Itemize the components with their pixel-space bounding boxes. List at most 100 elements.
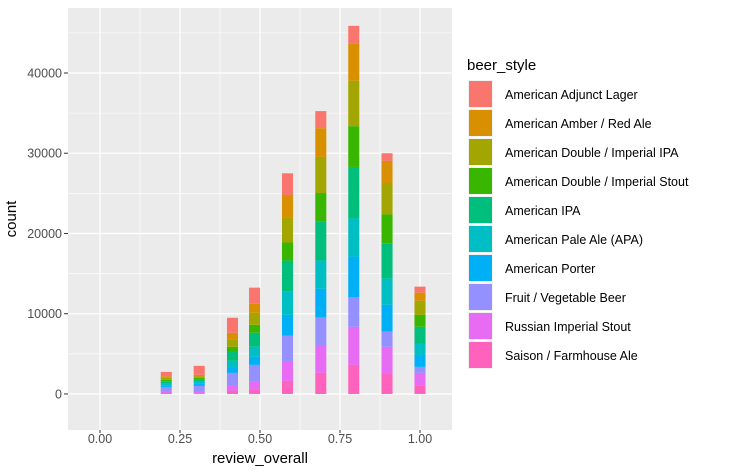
bar-segment-saison-farmhouse-ale [226,390,238,394]
bar-segment-american-double-imperial-ipa [381,182,393,215]
bar-segment-saison-farmhouse-ale [193,393,205,394]
bar-segment-american-pale-ale-apa- [160,383,172,386]
legend-label: American Porter [505,262,595,276]
x-axis: 0.00 0.25 0.50 0.75 1.00 [88,430,432,446]
bar-segment-american-porter [414,355,426,367]
bar-segment-american-adjunct-lager [315,111,327,129]
bar-segment-saison-farmhouse-ale [282,380,294,394]
legend-label: Russian Imperial Stout [505,320,631,334]
bar-segment-american-double-imperial-stout [249,324,261,333]
bar-segment-american-ipa [414,326,426,344]
bar-segment-fruit-vegetable-beer [414,366,426,373]
legend-key-swatch [469,313,492,339]
bar-segment-american-ipa [381,243,393,279]
y-axis-label: count [3,200,20,238]
bar-segment-american-porter [282,314,294,336]
bar-segment-american-adjunct-lager [414,286,426,293]
legend-key-swatch [469,284,492,310]
bar-segment-fruit-vegetable-beer [381,331,393,347]
legend-label: American Adjunct Lager [505,88,638,102]
bar-segment-american-pale-ale-apa- [226,360,238,368]
legend-label: Fruit / Vegetable Beer [505,291,626,305]
legend-key-swatch [469,139,492,165]
bar-segment-american-amber-red-ale [193,374,205,377]
legend-label: American Pale Ale (APA) [505,233,643,247]
bar-segment-american-double-imperial-ipa [249,312,261,325]
bar-segment-american-double-imperial-stout [315,193,327,222]
bar-segment-fruit-vegetable-beer [193,385,205,392]
legend-key-swatch [469,81,492,107]
bar-segment-american-pale-ale-apa- [249,346,261,357]
bar-segment-american-ipa [249,332,261,347]
bars [160,25,426,394]
bar-segment-american-porter [348,256,360,298]
bar-segment-russian-imperial-stout [282,361,294,381]
bar-segment-russian-imperial-stout [315,345,327,373]
bar-segment-american-adjunct-lager [160,371,172,377]
bar-segment-american-adjunct-lager [193,365,205,375]
bar-segment-american-double-imperial-stout [348,126,360,167]
bar-segment-american-pale-ale-apa- [381,278,393,305]
bar-segment-american-pale-ale-apa- [193,381,205,384]
legend-title: beer_style [467,57,536,74]
bar-segment-fruit-vegetable-beer [348,297,360,327]
legend-key-swatch [469,110,492,136]
bar-segment-american-ipa [160,381,172,384]
bar-segment-american-ipa [348,166,360,219]
bar-segment-american-ipa [282,260,294,292]
bar-segment-american-amber-red-ale [249,303,261,313]
x-tick-label: 1.00 [408,432,432,446]
bar-segment-saison-farmhouse-ale [381,373,393,394]
legend-label: American IPA [505,204,581,218]
bar-segment-american-ipa [315,221,327,261]
x-tick-label: 0.50 [248,432,272,446]
bar-segment-american-double-imperial-ipa [226,339,238,347]
bar-segment-american-double-imperial-ipa [315,156,327,194]
bar-segment-american-double-imperial-ipa [160,377,172,380]
y-tick-label: 10000 [27,307,62,321]
legend-key-swatch [469,168,492,194]
legend-label: American Double / Imperial IPA [505,146,679,160]
legend-label: American Amber / Red Ale [505,117,652,131]
bar-segment-american-porter [249,356,261,365]
legend-key-swatch [469,226,492,252]
bar-segment-american-porter [160,385,172,387]
legend: beer_style American Adjunct Lager America… [467,57,689,369]
bar-segment-american-double-imperial-stout [282,242,294,261]
bar-segment-american-amber-red-ale [348,43,360,81]
legend-key-swatch [469,255,492,281]
bar-segment-american-double-imperial-stout [381,214,393,244]
bar-segment-saison-farmhouse-ale [348,364,360,394]
bar-segment-american-amber-red-ale [315,128,327,157]
bar-segment-american-porter [381,304,393,332]
bar-segment-american-amber-red-ale [282,195,294,218]
y-tick-label: 40000 [27,66,62,80]
x-tick-label: 0.25 [168,432,192,446]
bar-segment-saison-farmhouse-ale [315,372,327,394]
bar-segment-american-double-imperial-stout [160,379,172,382]
bar-segment-american-double-imperial-ipa [193,376,205,378]
bar-segment-american-pale-ale-apa- [414,343,426,356]
bar-segment-russian-imperial-stout [193,391,205,394]
x-tick-label: 0.75 [328,432,352,446]
bar-segment-american-double-imperial-ipa [414,300,426,315]
bar-segment-russian-imperial-stout [381,346,393,374]
bar-segment-fruit-vegetable-beer [249,364,261,382]
y-axis: 0 10000 20000 30000 40000 [27,66,68,401]
y-tick-label: 30000 [27,147,62,161]
bar-segment-fruit-vegetable-beer [315,317,327,346]
bar-segment-american-ipa [193,379,205,382]
bar-segment-fruit-vegetable-beer [282,335,294,362]
bar-segment-russian-imperial-stout [160,391,172,393]
bar-segment-american-double-imperial-stout [414,314,426,327]
bar-segment-american-adjunct-lager [226,317,238,333]
bar-segment-american-amber-red-ale [160,376,172,378]
legend-key-swatch [469,197,492,223]
bar-segment-american-pale-ale-apa- [282,291,294,315]
legend-key-swatch [469,342,492,368]
bar-segment-american-double-imperial-ipa [348,80,360,127]
bar-segment-american-porter [226,367,238,373]
x-axis-label: review_overall [212,450,308,467]
bar-segment-american-pale-ale-apa- [315,260,327,289]
